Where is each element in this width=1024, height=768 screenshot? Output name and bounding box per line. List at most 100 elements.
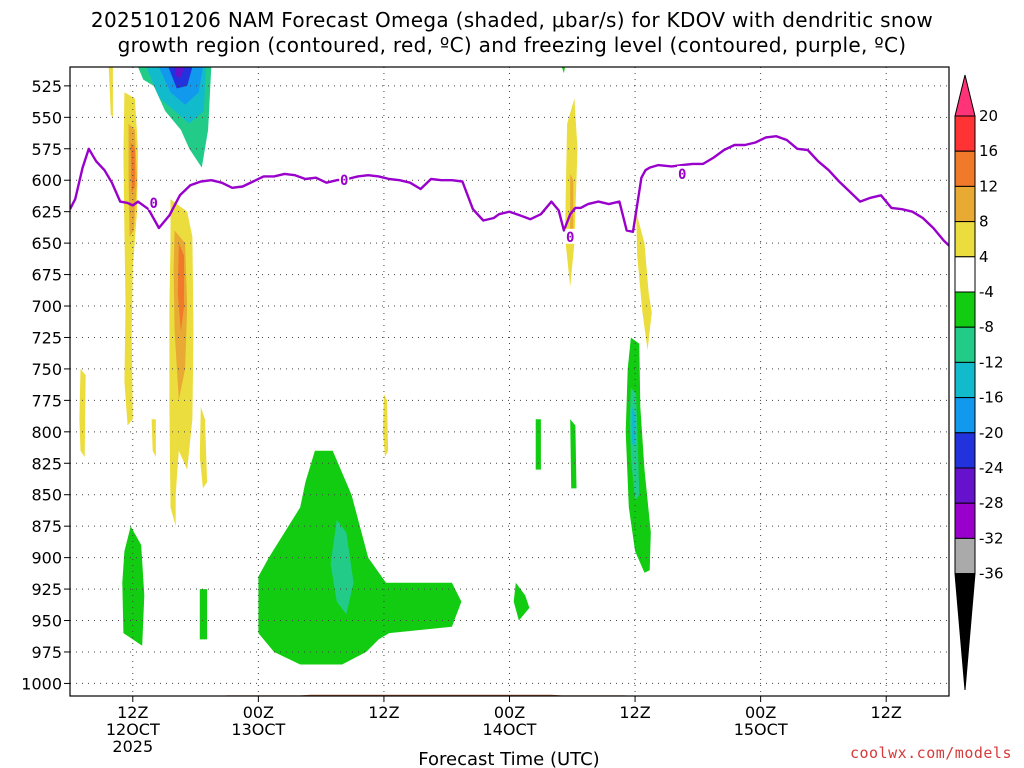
colorbar-label: -4	[979, 283, 994, 301]
y-tick-label: 1000	[21, 674, 62, 693]
omega-region-9	[199, 406, 208, 489]
y-tick-label: 800	[31, 423, 62, 442]
freezing-label-bg-0	[148, 194, 159, 210]
y-tick-label: 725	[31, 328, 62, 347]
y-tick-label: 825	[31, 454, 62, 473]
omega-region-4	[79, 368, 86, 457]
x-tick-label: 00Z	[745, 703, 776, 722]
colorbar-bin	[954, 537, 976, 575]
y-tick-label: 675	[31, 266, 62, 285]
omega-region-22	[258, 450, 462, 665]
x-tick-label: 12Z	[368, 703, 399, 722]
colorbar-label: -32	[979, 529, 1004, 547]
colorbar-top-arrow	[954, 74, 976, 117]
y-tick-label: 625	[31, 203, 62, 222]
y-axis: 525 550 575 600 625 650 675 700 725 750 775 800 825 8…	[21, 77, 70, 693]
omega-region-13	[636, 211, 652, 351]
colorbar-label: 8	[979, 213, 989, 231]
y-tick-label: 850	[31, 486, 62, 505]
freezing-label-bg-2	[565, 228, 576, 244]
freezing-level-line	[70, 135, 949, 247]
y-tick-label: 975	[31, 643, 62, 662]
colorbar-bin	[954, 150, 976, 187]
colorbar-bin	[954, 185, 976, 223]
freezing-label-bg-3	[677, 165, 688, 181]
colorbar-label: -24	[979, 459, 1004, 477]
x-tick-label: 12Z	[619, 703, 650, 722]
colorbar-label: -12	[979, 353, 1004, 371]
colorbar-label: -36	[979, 565, 1004, 583]
colorbar-label: -20	[979, 424, 1004, 442]
freezing-label-bg-1	[339, 172, 350, 188]
colorbar-bin	[954, 291, 976, 328]
colorbar: 20 16 12 8 4 -4 -8 -12 -16 -20 -24 -28 -32 -36	[954, 74, 1004, 691]
colorbar-label: -16	[979, 389, 1004, 407]
colorbar-bin	[954, 256, 976, 293]
omega-region-17	[168, 67, 193, 89]
x-axis-label: Forecast Time (UTC)	[418, 749, 599, 768]
y-tick-label: 650	[31, 234, 62, 253]
x-tick-label: 12Z	[871, 703, 902, 722]
y-tick-label: 600	[31, 171, 62, 190]
omega-region-0	[108, 67, 113, 118]
colorbar-bin	[954, 326, 976, 363]
x-tick-label: 2025	[112, 737, 153, 756]
omega-region-26	[570, 419, 577, 489]
omega-shading-layer	[79, 67, 652, 665]
x-tick-label: 13OCT	[231, 720, 285, 739]
y-tick-label: 700	[31, 297, 62, 316]
colorbar-bin	[954, 221, 976, 258]
colorbar-label: 16	[979, 142, 998, 160]
x-tick-label: 15OCT	[734, 720, 788, 739]
chart-title-line-1: 2025101206 NAM Forecast Omega (shaded, μ…	[90, 8, 934, 32]
credit-text[interactable]: coolwx.com/models	[849, 744, 1012, 762]
y-tick-label: 775	[31, 391, 62, 410]
y-tick-label: 900	[31, 549, 62, 568]
colorbar-bin	[954, 502, 976, 539]
y-tick-label: 925	[31, 580, 62, 599]
colorbar-label: -28	[979, 494, 1004, 512]
colorbar-bin	[954, 361, 976, 399]
freezing-level-layer: 0 0 0 0	[70, 135, 949, 247]
omega-region-21	[199, 589, 208, 640]
plot-area	[70, 67, 949, 696]
omega-region-12	[570, 173, 574, 231]
colorbar-bin	[954, 432, 976, 469]
chart-title-line-2: growth region (contoured, red, ºC) and f…	[117, 33, 907, 57]
y-tick-label: 750	[31, 360, 62, 379]
freezing-level-label: 0	[149, 196, 157, 212]
freezing-level-label: 0	[678, 167, 686, 183]
colorbar-label: -8	[979, 318, 994, 336]
colorbar-label: 4	[979, 248, 989, 266]
omega-region-19	[561, 67, 565, 74]
x-tick-label: 12Z	[117, 703, 148, 722]
y-tick-label: 875	[31, 517, 62, 536]
colorbar-label: 12	[979, 177, 998, 195]
x-tick-label: 00Z	[494, 703, 525, 722]
freezing-level-label: 0	[566, 230, 574, 246]
y-tick-label: 525	[31, 77, 62, 96]
y-tick-label: 550	[31, 108, 62, 127]
omega-region-8	[177, 243, 185, 332]
omega-region-24	[513, 582, 530, 621]
omega-region-25	[535, 419, 541, 470]
x-tick-label: 14OCT	[483, 720, 537, 739]
omega-region-23	[330, 519, 354, 615]
colorbar-bin	[954, 397, 976, 434]
colorbar-bin	[954, 467, 976, 504]
x-tick-label: 12OCT	[106, 720, 160, 739]
colorbar-bin	[954, 115, 976, 152]
colorbar-label: 20	[979, 107, 998, 125]
colorbar-bottom-arrow	[954, 573, 976, 691]
omega-region-20	[122, 526, 145, 646]
omega-region-29	[631, 406, 636, 445]
omega-region-18	[174, 67, 185, 78]
omega-region-3	[130, 142, 135, 193]
y-tick-label: 575	[31, 140, 62, 159]
x-tick-label: 00Z	[243, 703, 274, 722]
omega-region-5	[151, 419, 156, 457]
freezing-level-label: 0	[340, 173, 348, 189]
y-tick-label: 950	[31, 612, 62, 631]
